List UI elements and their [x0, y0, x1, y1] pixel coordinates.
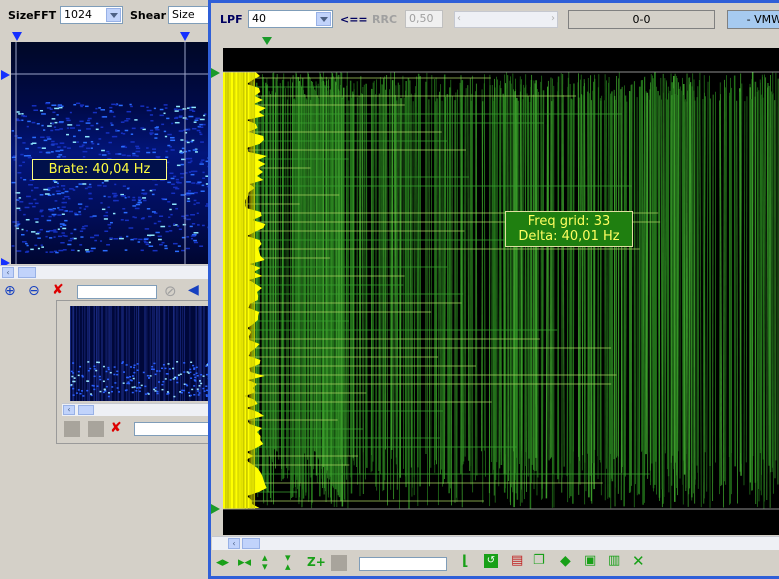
rrc-label: RRC: [372, 13, 397, 26]
left-spectrogram-image: [11, 42, 208, 264]
marker-top-icon[interactable]: [262, 37, 272, 45]
paste-icon[interactable]: ▤: [511, 553, 523, 568]
clear-icon[interactable]: ✘: [110, 420, 122, 436]
left-spectrogram-view: [11, 42, 208, 264]
zoom-plus-icon[interactable]: Z+: [307, 555, 326, 569]
lpf-select[interactable]: 40: [248, 10, 333, 28]
marker-left-icon[interactable]: [12, 32, 22, 41]
second-toolbar: ✘: [62, 418, 212, 440]
disabled-tool-icon: [331, 555, 347, 571]
rrc-slider[interactable]: ‹ ›: [454, 11, 558, 28]
copy-icon[interactable]: ❐: [533, 553, 545, 568]
lpf-value: 40: [252, 12, 266, 25]
clear-icon[interactable]: ✘: [52, 282, 64, 298]
freq-grid-tooltip: Freq grid: 33 Delta: 40,01 Hz: [505, 211, 633, 247]
second-status-field: [134, 422, 214, 436]
marker-side-top-icon[interactable]: [1, 70, 10, 80]
delta-text: Delta: 40,01 Hz: [510, 229, 628, 244]
step-icon[interactable]: ⌊: [462, 553, 468, 569]
second-spectrogram-image: [70, 306, 210, 401]
rrc-field: 0,50: [405, 10, 443, 28]
sizefft-label: SizeFFT: [8, 9, 56, 22]
shrink-horizontal-icon[interactable]: ▸◂: [238, 555, 251, 570]
brate-text: Brate: 40,04 Hz: [49, 162, 151, 177]
grid-icon[interactable]: ▥: [608, 553, 620, 568]
shear-label: Shear: [130, 9, 166, 22]
disabled-tool-icon: [88, 421, 104, 437]
marker-side-top-icon[interactable]: [211, 68, 220, 78]
undo-icon[interactable]: ↺: [484, 554, 498, 568]
second-scrollbar[interactable]: ‹: [62, 403, 212, 416]
range-display: 0-0: [568, 10, 715, 29]
scroll-left-icon[interactable]: ‹: [228, 538, 240, 549]
disabled-tool-icon: [64, 421, 80, 437]
left-toolbar: SizeFFT 1024 Shear Size: [0, 0, 210, 30]
size-select[interactable]: Size: [168, 6, 213, 24]
main-plot: [223, 48, 779, 535]
scroll-left-icon[interactable]: ‹: [63, 405, 75, 415]
left-scrollbar[interactable]: ‹: [0, 265, 210, 279]
range-text: 0-0: [633, 13, 651, 26]
marker-right-icon[interactable]: [180, 32, 190, 41]
slider-right-icon[interactable]: ›: [551, 13, 555, 24]
left-status-field: [77, 285, 157, 299]
size-value: Size: [172, 8, 195, 21]
main-status-field: [359, 557, 447, 571]
stop-icon: ⊘: [164, 282, 177, 300]
diamond-icon[interactable]: ◆: [560, 553, 571, 569]
zoom-in-icon[interactable]: ⊕: [4, 283, 16, 299]
scroll-thumb[interactable]: [78, 405, 94, 415]
shrink-vertical-icon[interactable]: ▾ ▴: [285, 553, 291, 571]
fit-icon[interactable]: ✕: [632, 552, 645, 570]
expand-vertical-icon[interactable]: ▴ ▾: [262, 553, 268, 571]
chevron-down-icon[interactable]: [316, 12, 331, 26]
brate-tooltip: Brate: 40,04 Hz: [32, 159, 167, 180]
chevron-down-icon[interactable]: [106, 8, 121, 22]
signal-plot-image: [223, 48, 779, 535]
rrc-value: 0,50: [409, 12, 434, 25]
sizefft-value: 1024: [64, 8, 92, 21]
main-bottom-toolbar: ◂▸ ▸◂ ▴ ▾ ▾ ▴ Z+ ⌊ ↺ ▤ ❐ ◆ ▣ ▥ ✕: [212, 550, 779, 576]
second-spectrogram-view: [70, 306, 210, 401]
expand-horizontal-icon[interactable]: ◂▸: [216, 555, 229, 570]
arrow-button[interactable]: <==: [340, 13, 368, 26]
image-icon[interactable]: ▣: [584, 553, 596, 568]
zoom-out-icon[interactable]: ⊖: [28, 283, 40, 299]
freq-grid-text: Freq grid: 33: [510, 214, 628, 229]
left-bottom-toolbar: ⊕ ⊖ ✘ ⊘ ◀: [0, 279, 210, 305]
marker-side-bottom-icon[interactable]: [211, 504, 220, 514]
mode-display: - VMW: [727, 10, 779, 29]
main-scrollbar[interactable]: ‹: [212, 536, 779, 550]
slider-left-icon[interactable]: ‹: [457, 13, 461, 24]
main-toolbar: LPF 40 <== RRC 0,50 ‹ › 0-0 - VMW: [212, 4, 779, 34]
scroll-thumb[interactable]: [18, 267, 36, 278]
scroll-left-icon[interactable]: ‹: [2, 267, 14, 278]
lpf-label: LPF: [220, 13, 243, 26]
scroll-thumb[interactable]: [242, 538, 260, 549]
speaker-icon[interactable]: ◀: [188, 282, 199, 298]
sizefft-select[interactable]: 1024: [60, 6, 123, 24]
mode-text: - VMW: [747, 13, 779, 26]
